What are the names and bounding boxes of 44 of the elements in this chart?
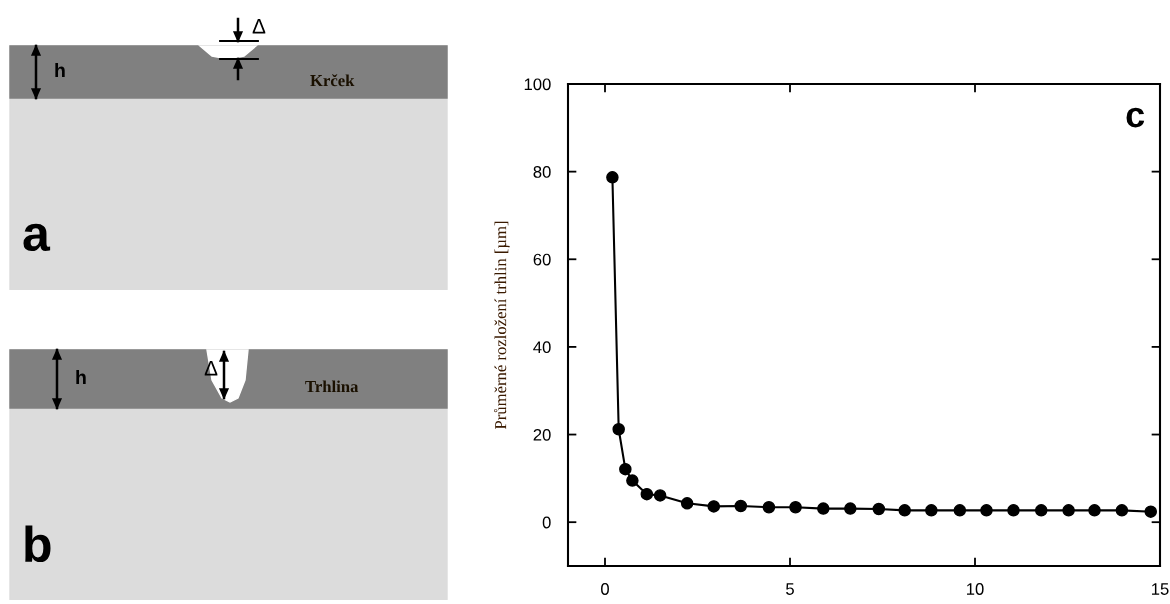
y-tick-label: 0 — [542, 516, 551, 529]
point — [707, 500, 721, 513]
point — [817, 502, 830, 515]
x-tick-label: 15 — [1152, 583, 1169, 595]
text: Δ — [252, 19, 266, 34]
y-tick-label: 80 — [533, 166, 551, 178]
point — [898, 504, 911, 517]
point — [626, 474, 639, 487]
text: h — [55, 62, 65, 78]
point — [680, 497, 694, 510]
x-tick-label: 10 — [967, 583, 984, 595]
x-tick-label: 0 — [601, 583, 609, 595]
y-axis-title: Průměrné rozložení trhlin [µm] — [494, 221, 510, 430]
text: Trhlina — [305, 380, 359, 393]
point — [1034, 504, 1048, 517]
text: Δ — [204, 361, 218, 376]
y-tick-label: 60 — [533, 253, 551, 266]
point — [1115, 504, 1129, 517]
point — [640, 487, 654, 501]
point — [1088, 504, 1101, 517]
y-tick-label: 20 — [533, 428, 551, 441]
x-tick-label: 5 — [786, 583, 794, 595]
point — [1007, 504, 1020, 517]
point — [789, 501, 802, 514]
annotation: c — [1126, 107, 1145, 128]
point — [762, 501, 776, 514]
text: b — [25, 525, 51, 563]
point — [1144, 505, 1158, 518]
point — [980, 504, 993, 517]
text: h — [76, 369, 86, 385]
point — [925, 504, 938, 517]
point — [953, 504, 967, 517]
y-tick-label: 100 — [524, 78, 551, 91]
point — [606, 171, 619, 184]
point — [734, 499, 748, 513]
point — [872, 502, 886, 516]
text: a — [23, 223, 51, 252]
y-tick-label: 40 — [533, 341, 551, 354]
point — [844, 502, 857, 515]
text: Krček — [310, 74, 355, 87]
point — [653, 489, 667, 502]
point — [612, 423, 625, 436]
point — [1062, 504, 1075, 517]
point — [619, 462, 632, 476]
